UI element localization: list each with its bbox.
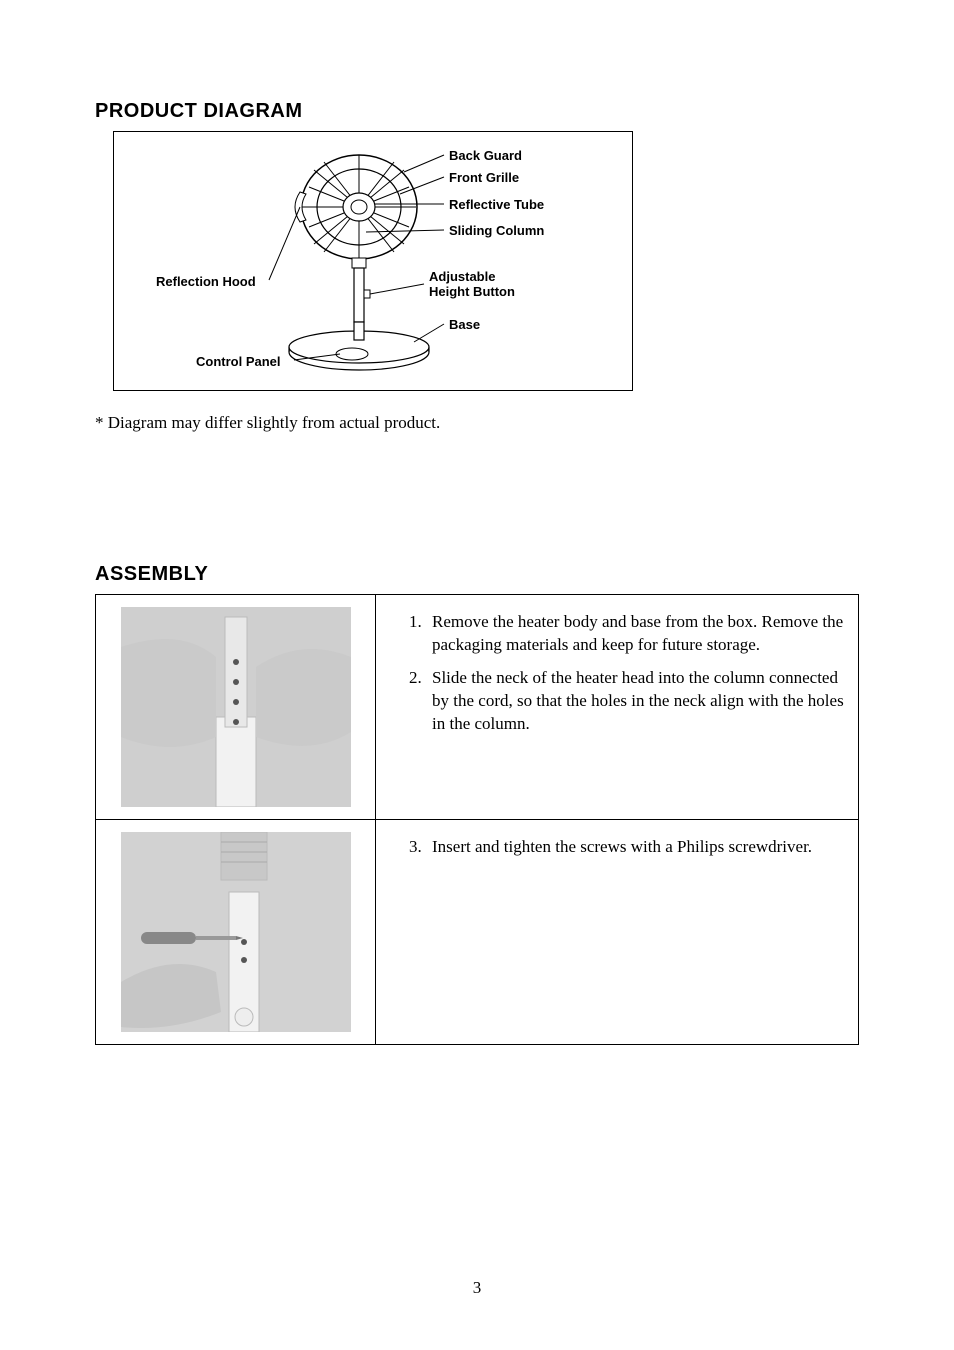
label-sliding-column: Sliding Column [449, 223, 544, 238]
assembly-steps-list-1: Remove the heater body and base from the… [390, 611, 844, 736]
page-number: 3 [0, 1278, 954, 1298]
label-base: Base [449, 317, 480, 332]
assembly-steps-list-2: Insert and tighten the screws with a Phi… [390, 836, 844, 859]
assembly-image-2 [121, 832, 351, 1032]
list-item: Insert and tighten the screws with a Phi… [426, 836, 844, 859]
label-reflection-hood: Reflection Hood [156, 274, 256, 289]
assembly-text-cell-1: Remove the heater body and base from the… [376, 595, 859, 820]
assembly-image-cell-2 [96, 820, 376, 1045]
label-back-guard: Back Guard [449, 148, 522, 163]
table-row: Insert and tighten the screws with a Phi… [96, 820, 859, 1045]
diagram-note: * Diagram may differ slightly from actua… [95, 413, 859, 433]
list-item: Remove the heater body and base from the… [426, 611, 844, 657]
label-reflective-tube: Reflective Tube [449, 197, 544, 212]
section-title-assembly: ASSEMBLY [95, 563, 859, 586]
list-item: Slide the neck of the heater head into t… [426, 667, 844, 736]
section-title-product-diagram: PRODUCT DIAGRAM [95, 100, 859, 123]
label-front-grille: Front Grille [449, 170, 519, 185]
label-control-panel: Control Panel [196, 354, 281, 369]
assembly-image-cell-1 [96, 595, 376, 820]
product-diagram-figure: Back Guard Front Grille Reflective Tube … [113, 131, 633, 391]
table-row: Remove the heater body and base from the… [96, 595, 859, 820]
assembly-image-1 [121, 607, 351, 807]
label-adjustable-height-button: AdjustableHeight Button [429, 270, 515, 300]
assembly-text-cell-2: Insert and tighten the screws with a Phi… [376, 820, 859, 1045]
assembly-table: Remove the heater body and base from the… [95, 594, 859, 1045]
product-diagram-svg [114, 132, 634, 392]
